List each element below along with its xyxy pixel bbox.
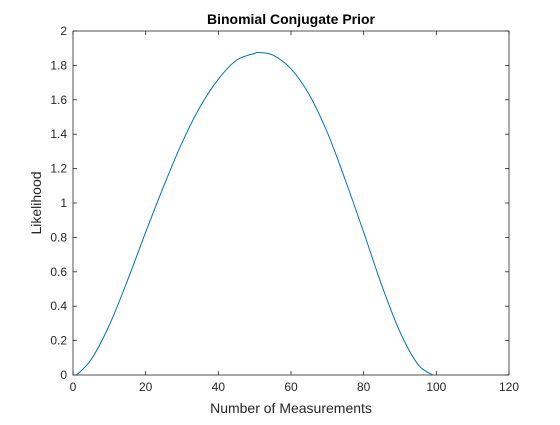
y-tick-label: 1.8 <box>50 58 67 72</box>
x-tick-label: 100 <box>426 380 446 394</box>
y-tick-label: 1.6 <box>50 93 67 107</box>
axes-background <box>73 31 509 375</box>
y-tick-label: 2 <box>60 24 67 38</box>
y-tick-label: 1.2 <box>50 162 67 176</box>
y-tick-label: 0.6 <box>50 265 67 279</box>
y-axis-label: Likelihood <box>28 171 44 234</box>
y-tick-label: 0.8 <box>50 230 67 244</box>
y-tick-label: 0.2 <box>50 334 67 348</box>
x-tick-label: 40 <box>212 380 226 394</box>
y-tick-label: 1.4 <box>50 127 67 141</box>
y-tick-label: 0.4 <box>50 299 67 313</box>
y-tick-label: 0 <box>60 368 67 382</box>
x-tick-label: 120 <box>499 380 519 394</box>
chart-title: Binomial Conjugate Prior <box>207 11 376 27</box>
x-axis-label: Number of Measurements <box>210 400 372 416</box>
x-tick-label: 0 <box>70 380 77 394</box>
y-tick-label: 1 <box>60 196 67 210</box>
x-tick-label: 60 <box>284 380 298 394</box>
x-tick-label: 20 <box>139 380 153 394</box>
x-tick-label: 80 <box>357 380 371 394</box>
